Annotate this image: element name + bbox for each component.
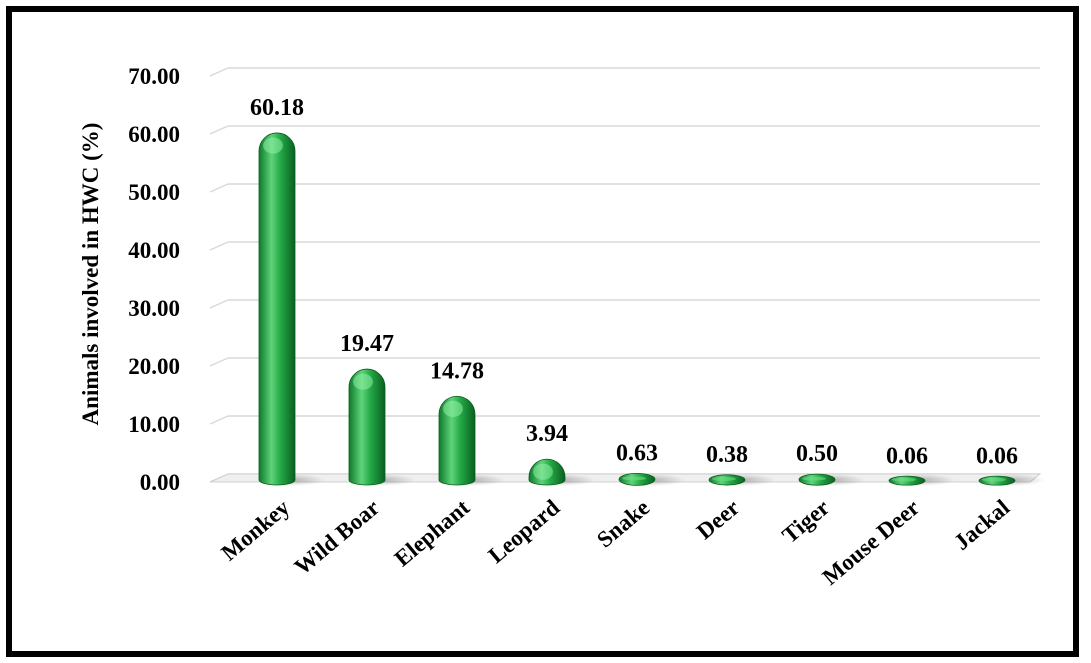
y-tick-label: 40.00 bbox=[128, 238, 180, 263]
gridline-connector bbox=[209, 299, 229, 309]
gridline-connector bbox=[209, 125, 229, 135]
bar-monkey bbox=[256, 132, 326, 486]
bar-jackal bbox=[976, 474, 1046, 486]
gridline-connector bbox=[209, 183, 229, 193]
data-label: 60.18 bbox=[250, 95, 304, 121]
x-category-label: Jackal bbox=[949, 495, 1014, 555]
data-label: 0.06 bbox=[886, 444, 928, 470]
data-label: 0.06 bbox=[976, 444, 1018, 470]
y-tick-label: 0.00 bbox=[140, 470, 180, 495]
gridline-connector bbox=[209, 357, 229, 367]
bar-leopard bbox=[526, 458, 596, 486]
data-labels: 60.18 19.47 14.78 3.94 0.63 0.38 0.50 0.06 0.06 bbox=[250, 95, 1018, 470]
x-category-label: Leopard bbox=[484, 495, 565, 568]
x-category-label: Wild Boar bbox=[290, 495, 385, 580]
x-category-label: Snake bbox=[592, 495, 654, 553]
bar-wild-boar bbox=[346, 368, 416, 486]
y-tick-label: 50.00 bbox=[128, 180, 180, 205]
y-tick-label: 60.00 bbox=[128, 122, 180, 147]
x-category-label: Mouse Deer bbox=[818, 495, 925, 590]
x-category-label: Elephant bbox=[390, 494, 475, 571]
bar-snake bbox=[616, 472, 686, 486]
y-tick-label: 70.00 bbox=[128, 64, 180, 89]
bar-deer bbox=[706, 474, 776, 486]
bar-tiger bbox=[796, 473, 866, 486]
y-axis-ticks: 0.00 10.00 20.00 30.00 40.00 50.00 60.00 70.00 bbox=[128, 64, 180, 495]
data-label: 0.38 bbox=[706, 442, 748, 468]
x-category-label: Deer bbox=[692, 495, 744, 545]
data-label: 19.47 bbox=[340, 331, 394, 357]
y-tick-label: 10.00 bbox=[128, 412, 180, 437]
bar-mouse-deer bbox=[886, 474, 956, 486]
y-tick-label: 30.00 bbox=[128, 296, 180, 321]
gridlines bbox=[209, 67, 1040, 483]
y-axis-title: Animals involved in HWC (%) bbox=[78, 123, 103, 426]
y-tick-label: 20.00 bbox=[128, 354, 180, 379]
x-category-label: Tiger bbox=[777, 495, 834, 548]
data-label: 0.63 bbox=[616, 440, 658, 466]
gridline-connector bbox=[209, 241, 229, 251]
chart-frame bbox=[6, 6, 1079, 657]
data-label: 14.78 bbox=[430, 358, 484, 384]
bar-elephant bbox=[436, 395, 506, 486]
gridline-connector bbox=[209, 415, 229, 425]
bars bbox=[256, 132, 1046, 486]
data-label: 3.94 bbox=[526, 421, 568, 447]
gridline-connector bbox=[209, 67, 229, 77]
data-label: 0.50 bbox=[796, 441, 838, 467]
x-category-label: Monkey bbox=[216, 494, 294, 565]
